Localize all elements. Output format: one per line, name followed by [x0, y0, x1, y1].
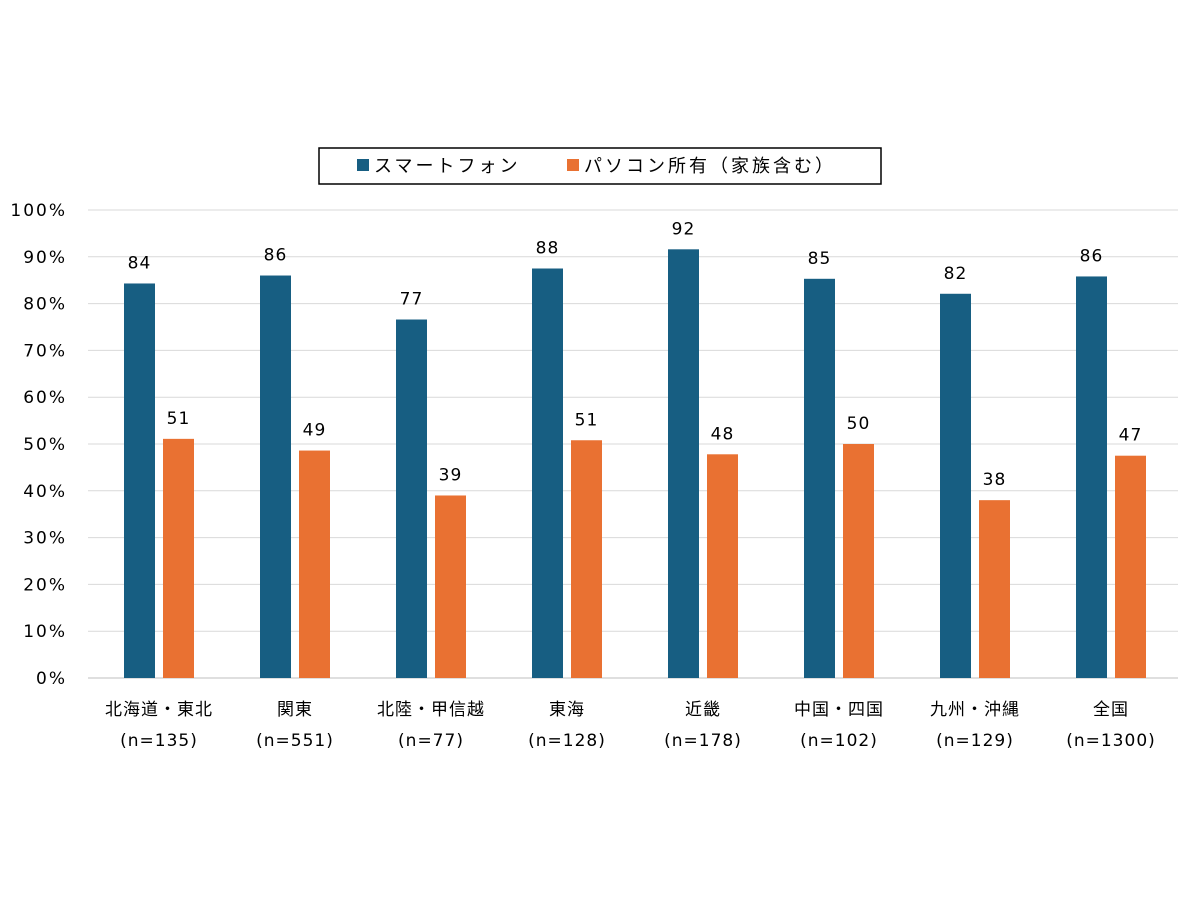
bars [124, 249, 1146, 678]
category-sample-size-0: (n=135) [120, 731, 198, 751]
category-label-5: 中国・四国 [794, 700, 884, 720]
category-label-7: 全国 [1093, 700, 1129, 720]
data-label-pc-4: 48 [711, 424, 735, 444]
bar-pc-1 [299, 450, 330, 678]
category-label-3: 東海 [549, 700, 585, 720]
data-label-pc-5: 50 [847, 414, 871, 434]
y-tick-label-10: 10% [23, 622, 67, 642]
data-label-pc-7: 47 [1119, 426, 1143, 446]
y-tick-label-90: 90% [23, 248, 67, 268]
y-tick-label-100: 100% [10, 201, 67, 221]
category-sample-size-5: (n=102) [800, 731, 878, 751]
legend-label-pc: パソコン所有（家族含む） [584, 156, 836, 177]
data-label-smartphone-4: 92 [672, 219, 696, 239]
data-label-pc-2: 39 [439, 465, 463, 485]
bar-smartphone-4 [668, 249, 699, 678]
data-label-pc-1: 49 [303, 421, 327, 441]
bar-smartphone-5 [804, 278, 835, 678]
category-label-1: 関東 [277, 700, 313, 720]
grid-lines [88, 209, 1178, 679]
data-label-smartphone-5: 85 [808, 249, 832, 269]
category-label-0: 北海道・東北 [105, 700, 213, 720]
bar-pc-2 [435, 495, 466, 678]
bar-pc-7 [1115, 455, 1146, 678]
category-label-6: 九州・沖縄 [930, 700, 1020, 720]
category-label-2: 北陸・甲信越 [377, 700, 485, 720]
category-sample-size-7: (n=1300) [1066, 731, 1156, 751]
bar-smartphone-0 [124, 283, 155, 678]
data-label-smartphone-0: 84 [128, 253, 152, 273]
bar-smartphone-1 [260, 275, 291, 678]
category-sample-size-1: (n=551) [256, 731, 334, 751]
bar-pc-4 [707, 454, 738, 678]
y-tick-label-50: 50% [23, 435, 67, 455]
category-sample-size-4: (n=178) [664, 731, 742, 751]
data-label-smartphone-3: 88 [536, 239, 560, 259]
bar-smartphone-2 [396, 319, 427, 678]
category-sample-size-3: (n=128) [528, 731, 606, 751]
data-label-smartphone-6: 82 [944, 264, 968, 284]
data-label-pc-3: 51 [575, 410, 599, 430]
bar-pc-0 [163, 438, 194, 678]
data-label-smartphone-2: 77 [400, 290, 424, 310]
y-tick-label-40: 40% [23, 482, 67, 502]
legend-box [318, 147, 882, 185]
y-tick-label-20: 20% [23, 575, 67, 595]
bar-pc-5 [843, 444, 874, 678]
bar-smartphone-6 [940, 293, 971, 678]
bar-smartphone-7 [1076, 276, 1107, 678]
legend-label-smartphone: スマートフォン [374, 156, 520, 177]
y-axis-tick-labels: 0% 10% 20% 30% 40% 50% 60% 70% 80% 90% 100% [10, 201, 67, 689]
data-labels: 84 51 86 49 77 39 88 51 92 48 85 50 82 38 86 47 [128, 219, 1143, 490]
y-tick-label-0: 0% [36, 669, 67, 689]
data-label-pc-0: 51 [167, 409, 191, 429]
bar-pc-3 [571, 440, 602, 678]
y-tick-label-70: 70% [23, 341, 67, 361]
y-tick-label-80: 80% [23, 295, 67, 315]
chart-legend: スマートフォン パソコン所有（家族含む） [318, 147, 882, 185]
category-sample-size-2: (n=77) [398, 731, 464, 751]
y-tick-label-60: 60% [23, 388, 67, 408]
data-label-smartphone-1: 86 [264, 246, 288, 266]
category-label-4: 近畿 [685, 700, 721, 720]
category-sample-size-6: (n=129) [936, 731, 1014, 751]
y-tick-label-30: 30% [23, 529, 67, 549]
data-label-smartphone-7: 86 [1080, 246, 1104, 266]
legend-swatch-pc [567, 159, 579, 171]
bar-smartphone-3 [532, 268, 563, 678]
legend-swatch-smartphone [357, 159, 369, 171]
x-axis-category-labels: 北海道・東北 (n=135) 関東 (n=551) 北陸・甲信越 (n=77) 東海 (n=1… [105, 700, 1156, 751]
bar-pc-6 [979, 500, 1010, 678]
data-label-pc-6: 38 [983, 470, 1007, 490]
